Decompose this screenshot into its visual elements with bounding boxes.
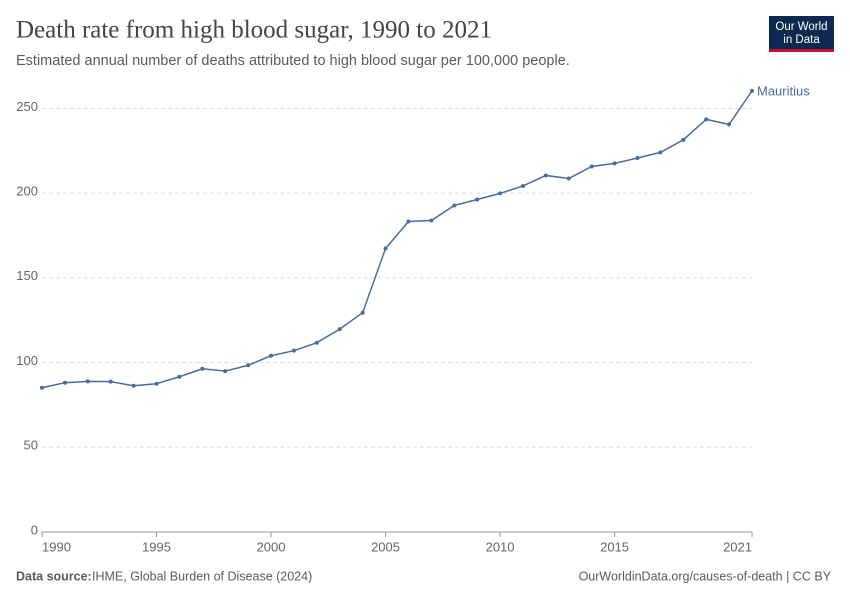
x-tick-label: 2015 bbox=[600, 539, 629, 554]
point bbox=[727, 122, 732, 127]
x-tick-label: 2021 bbox=[723, 539, 752, 554]
line bbox=[41, 90, 753, 389]
y-tick-label: 100 bbox=[16, 353, 38, 368]
point bbox=[131, 383, 136, 388]
x-tick-label: 1990 bbox=[42, 539, 71, 554]
x-tick-label: 2000 bbox=[257, 539, 286, 554]
x-tick-label: 1995 bbox=[142, 539, 171, 554]
source: IHME, Global Burden of Disease (2024) bbox=[92, 569, 312, 583]
point bbox=[520, 183, 525, 188]
source-label: Data source: bbox=[16, 569, 92, 583]
y-tick-label: 250 bbox=[16, 99, 38, 114]
point bbox=[177, 374, 182, 379]
logo-bar bbox=[769, 49, 834, 52]
point bbox=[246, 363, 251, 368]
point bbox=[360, 310, 365, 315]
point bbox=[704, 117, 709, 122]
point bbox=[291, 348, 296, 353]
x-tick-label: 2005 bbox=[371, 539, 400, 554]
point bbox=[452, 203, 457, 208]
point bbox=[154, 381, 159, 386]
point bbox=[62, 380, 67, 385]
point bbox=[475, 197, 480, 202]
logo-box bbox=[769, 16, 834, 52]
point bbox=[40, 385, 44, 390]
point bbox=[750, 88, 754, 93]
point bbox=[429, 218, 434, 223]
point bbox=[612, 161, 617, 166]
point bbox=[566, 176, 571, 181]
point bbox=[383, 246, 388, 251]
point bbox=[635, 155, 640, 160]
point bbox=[269, 353, 274, 358]
y-tick-label: 150 bbox=[16, 268, 38, 283]
point bbox=[108, 379, 113, 384]
logo-text: Our World bbox=[775, 21, 827, 33]
point bbox=[223, 369, 228, 374]
point bbox=[337, 327, 342, 332]
point bbox=[589, 164, 594, 169]
logo-text: in Data bbox=[783, 34, 820, 46]
point bbox=[543, 173, 548, 178]
series-label: Mauritius bbox=[757, 83, 810, 98]
point bbox=[681, 137, 686, 142]
y-tick-label: 200 bbox=[16, 184, 38, 199]
y-tick-label: 0 bbox=[31, 522, 38, 537]
point bbox=[85, 379, 90, 384]
chart-title: Death rate from high blood sugar, 1990 t… bbox=[16, 17, 492, 44]
point bbox=[200, 366, 205, 371]
point bbox=[658, 150, 663, 155]
chart-subtitle: Estimated annual number of deaths attrib… bbox=[16, 53, 570, 69]
url: OurWorldinData.org/causes-of-death | CC … bbox=[579, 569, 832, 583]
y-tick-label: 50 bbox=[24, 438, 38, 453]
x-tick-label: 2010 bbox=[486, 539, 515, 554]
point bbox=[406, 219, 411, 224]
point bbox=[498, 191, 503, 196]
point bbox=[314, 340, 319, 345]
